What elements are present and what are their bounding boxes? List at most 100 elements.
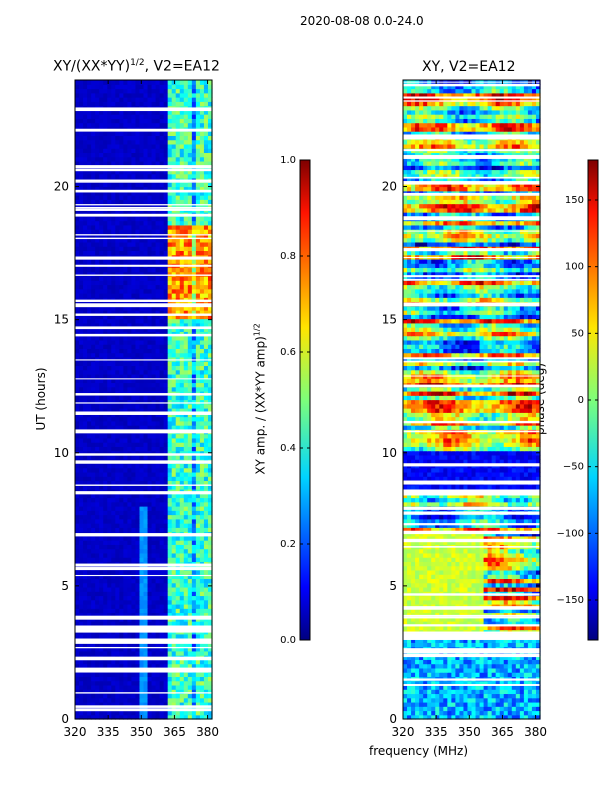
heatmap-cell (183, 506, 189, 511)
heatmap-cell (111, 599, 116, 605)
heatmap-cell (175, 527, 181, 533)
heatmap-cell (115, 663, 120, 669)
heatmap-cell (107, 352, 112, 358)
heatmap-cell (195, 646, 201, 652)
heatmap-cell (123, 122, 128, 128)
heatmap-cell (131, 378, 137, 384)
heatmap-cell (127, 173, 133, 179)
heatmap-cell (147, 420, 153, 426)
heatmap-cell (103, 582, 108, 588)
heatmap-cell (171, 437, 177, 443)
heatmap-cell (127, 314, 133, 320)
heatmap-cell (115, 714, 120, 720)
heatmap-cell (203, 361, 209, 367)
heatmap-cell (79, 578, 84, 584)
heatmap-cell (123, 160, 128, 166)
heatmap-cell (151, 676, 157, 682)
heatmap-cell (135, 148, 141, 154)
heatmap-cell (99, 152, 104, 158)
heatmap-cell (119, 275, 124, 281)
heatmap-cell (79, 497, 84, 503)
heatmap-cell (99, 523, 104, 528)
heatmap-cell (83, 642, 88, 648)
heatmap-cell (135, 373, 141, 379)
heatmap-cell (163, 369, 169, 375)
heatmap-cell (95, 271, 100, 277)
heatmap-cell (203, 646, 209, 652)
heatmap-cell (187, 310, 193, 315)
heatmap-cell (75, 318, 80, 324)
heatmap-cell (167, 603, 173, 609)
heatmap-cell (155, 118, 161, 124)
heatmap-cell (103, 552, 108, 558)
heatmap-cell (139, 327, 145, 332)
heatmap-cell (147, 331, 153, 337)
heatmap-cell (91, 586, 96, 592)
heatmap-cell (79, 395, 84, 401)
heatmap-cell (99, 599, 104, 605)
heatmap-cell (127, 548, 133, 554)
heatmap-cell (171, 506, 177, 511)
heatmap-cell (107, 237, 112, 243)
heatmap-cell (131, 152, 137, 158)
heatmap-cell (163, 467, 169, 473)
heatmap-cell (167, 463, 173, 469)
heatmap-cell (95, 220, 100, 226)
heatmap-cell (135, 122, 141, 128)
heatmap-cell (179, 697, 185, 703)
heatmap-cell (207, 557, 213, 562)
heatmap-cell (159, 425, 165, 430)
heatmap-cell (131, 173, 137, 179)
heatmap-cell (115, 540, 120, 545)
heatmap-cell (147, 608, 153, 614)
heatmap-cell (127, 395, 133, 401)
heatmap-cell (131, 663, 137, 669)
heatmap-cell (99, 344, 104, 349)
heatmap-cell (159, 621, 165, 626)
heatmap-cell (171, 118, 177, 124)
heatmap-cell (139, 280, 145, 286)
heatmap-cell (143, 395, 149, 401)
heatmap-cell (111, 540, 116, 545)
heatmap-cell (159, 633, 165, 639)
heatmap-cell (151, 314, 157, 320)
heatmap-cell (183, 484, 189, 490)
heatmap-cell (99, 693, 104, 699)
heatmap-cell (195, 237, 201, 243)
heatmap-cell (195, 216, 201, 222)
heatmap-cell (87, 484, 92, 490)
heatmap-cell (179, 493, 185, 499)
heatmap-cell (191, 322, 197, 328)
heatmap-cell (131, 672, 137, 677)
heatmap-cell (187, 557, 193, 562)
heatmap-cell (167, 663, 173, 669)
heatmap-cell (75, 680, 80, 686)
heatmap-cell (79, 267, 84, 273)
heatmap-cell (123, 365, 128, 371)
heatmap-cell (163, 348, 169, 354)
heatmap-cell (187, 650, 193, 656)
heatmap-cell (203, 237, 209, 243)
heatmap-cell (167, 114, 173, 119)
heatmap-cell (187, 578, 193, 584)
heatmap-cell (179, 169, 185, 175)
heatmap-cell (195, 514, 201, 520)
heatmap-cell (95, 599, 100, 605)
heatmap-cell (183, 331, 189, 337)
heatmap-cell (99, 437, 104, 443)
heatmap-cell (163, 373, 169, 379)
heatmap-cell (75, 548, 80, 554)
heatmap-cell (103, 476, 108, 482)
heatmap-cell (75, 233, 80, 239)
heatmap-cell (79, 697, 84, 703)
heatmap-cell (147, 160, 153, 166)
heatmap-cell (83, 591, 88, 597)
heatmap-cell (127, 156, 133, 162)
heatmap-cell (111, 471, 116, 477)
heatmap-cell (147, 114, 153, 119)
heatmap-cell (199, 450, 205, 456)
heatmap-cell (199, 216, 205, 222)
heatmap-cell (99, 373, 104, 379)
heatmap-cell (179, 689, 185, 695)
heatmap-cell (131, 659, 137, 665)
